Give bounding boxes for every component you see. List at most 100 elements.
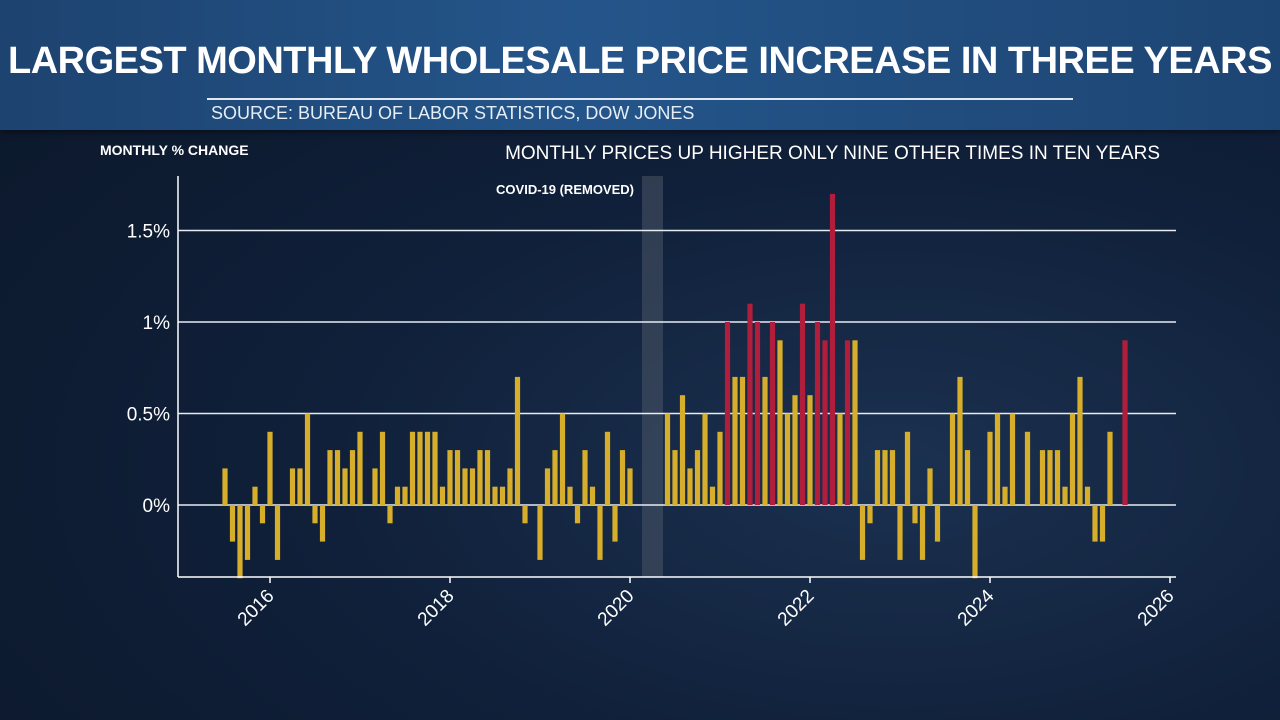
bar — [244, 505, 251, 560]
covid-band — [642, 176, 663, 577]
bar — [597, 505, 603, 560]
bar — [424, 431, 431, 505]
bar — [304, 413, 311, 505]
bar — [897, 505, 903, 560]
bar — [1054, 450, 1061, 505]
y-tick-label: 0.5% — [127, 405, 170, 426]
bar — [229, 505, 236, 542]
bar — [1009, 413, 1016, 505]
page-title: LARGEST MONTHLY WHOLESALE PRICE INCREASE… — [8, 40, 1272, 82]
bar — [514, 376, 521, 505]
bar — [522, 505, 528, 524]
x-tick-label: 2024 — [954, 585, 999, 630]
bar — [237, 505, 243, 579]
bar — [402, 486, 408, 505]
bar — [559, 413, 566, 505]
bar — [259, 505, 266, 524]
bar — [949, 413, 956, 505]
bar — [732, 376, 738, 505]
bar — [1047, 450, 1053, 505]
bar — [694, 450, 701, 505]
bar — [484, 450, 491, 505]
bar — [807, 395, 813, 505]
bar — [957, 376, 963, 505]
bar — [1069, 413, 1076, 505]
bar — [672, 450, 678, 505]
bar — [342, 468, 348, 505]
bar — [567, 486, 573, 505]
bar — [1039, 450, 1046, 505]
y-tick-label: 1% — [143, 313, 171, 334]
bar — [612, 505, 618, 542]
bar — [394, 486, 401, 505]
bar — [312, 505, 318, 524]
bar — [619, 450, 626, 505]
bar — [792, 395, 798, 505]
bar — [762, 376, 768, 505]
bar — [874, 450, 881, 505]
bar — [222, 468, 228, 505]
bar — [994, 413, 1001, 505]
bar — [687, 468, 693, 505]
bar — [289, 468, 296, 505]
bar — [544, 468, 551, 505]
bar-highlight — [829, 193, 836, 505]
bar — [679, 395, 686, 505]
bar — [912, 505, 918, 524]
y-axis-label: MONTHLY % CHANGE — [100, 142, 249, 158]
bar — [387, 505, 393, 524]
bar — [702, 413, 708, 505]
bar — [454, 450, 461, 505]
bar — [927, 468, 933, 505]
x-tick-label: 2016 — [234, 586, 279, 631]
bar-highlight — [769, 322, 776, 505]
bar-highlight — [799, 303, 806, 505]
bar — [889, 450, 896, 505]
bar-highlight — [822, 340, 828, 505]
source-note: SOURCE: BUREAU OF LABOR STATISTICS, DOW … — [211, 103, 695, 123]
bar — [477, 450, 483, 505]
bar — [784, 413, 791, 505]
x-tick-label: 2020 — [594, 586, 639, 631]
bar — [574, 505, 581, 524]
x-tick-label: 2026 — [1134, 586, 1179, 631]
bar — [904, 431, 911, 505]
bar — [469, 468, 476, 505]
bar — [447, 450, 453, 505]
bar — [972, 505, 978, 579]
bar — [777, 340, 783, 505]
bar — [462, 468, 468, 505]
bar — [604, 431, 611, 505]
bar — [409, 431, 416, 505]
bar — [919, 505, 926, 560]
x-tick-label: 2018 — [414, 586, 459, 631]
bar — [964, 450, 971, 505]
bar — [859, 505, 866, 560]
x-tick-label: 2022 — [774, 586, 819, 631]
bar — [1062, 486, 1068, 505]
bar-highlight — [844, 340, 851, 505]
bar-highlight — [1122, 340, 1128, 505]
bar — [1024, 431, 1031, 505]
title-banner — [0, 0, 1280, 130]
bar — [627, 468, 633, 505]
bar — [739, 376, 746, 505]
bar — [492, 486, 498, 505]
bar — [852, 340, 858, 505]
bar — [934, 505, 941, 542]
bar — [867, 505, 873, 524]
bar — [439, 486, 446, 505]
bar-highlight — [724, 322, 731, 505]
bar — [1002, 486, 1008, 505]
bar — [717, 431, 723, 505]
bar — [837, 413, 843, 505]
bar — [327, 450, 333, 505]
chart-subtitle: MONTHLY PRICES UP HIGHER ONLY NINE OTHER… — [505, 143, 1160, 164]
bar — [319, 505, 326, 542]
bar — [552, 450, 558, 505]
bar — [417, 431, 423, 505]
bar — [537, 505, 543, 560]
bar — [252, 486, 258, 505]
bar — [507, 468, 513, 505]
